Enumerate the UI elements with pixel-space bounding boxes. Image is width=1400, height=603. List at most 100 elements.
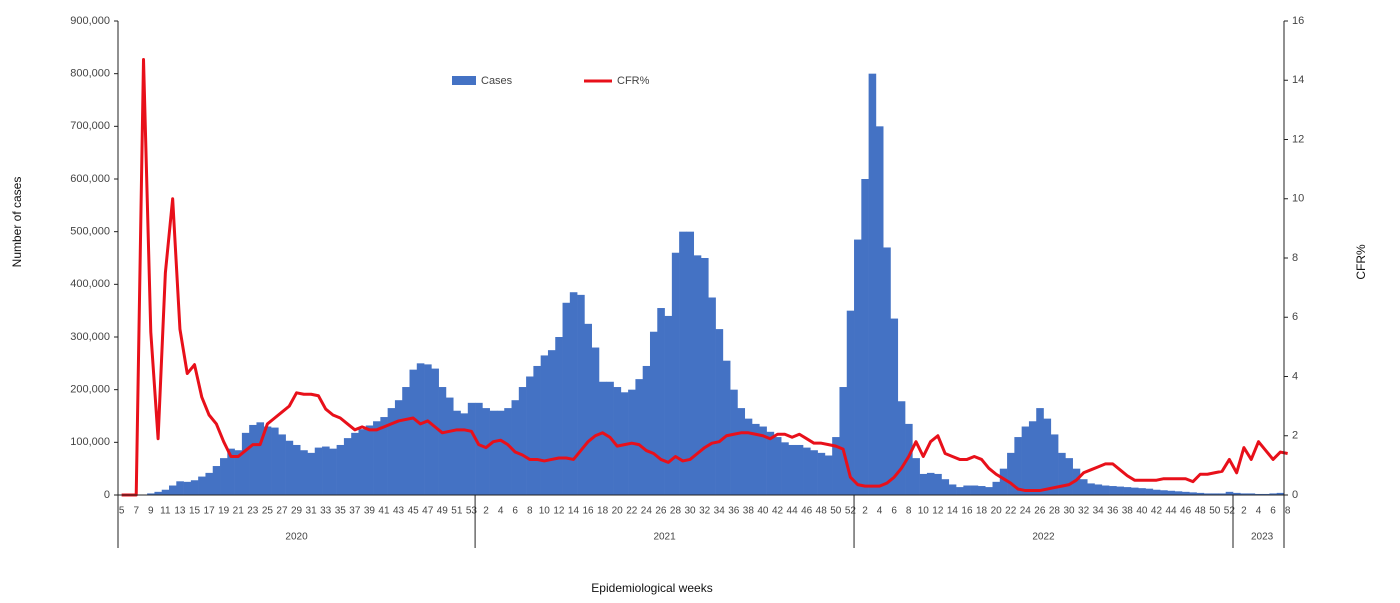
bar [540,355,549,495]
x-tick-label: 32 [699,506,711,517]
x-tick-label: 25 [262,506,274,517]
x-tick-label: 4 [877,506,883,517]
x-tick-label: 8 [527,506,533,517]
bar [861,179,869,495]
x-tick-label: 24 [641,506,653,517]
y-tick-label: 900,000 [70,15,110,27]
bar [496,410,505,495]
x-tick-label: 26 [655,506,667,517]
x-tick-label: 31 [306,506,318,517]
bar [380,417,388,495]
x-tick-label: 52 [1224,506,1236,517]
bar [773,437,782,495]
bar [657,308,665,495]
bar [227,448,235,495]
bar [198,476,206,495]
bar [183,481,192,495]
x-tick-label: 32 [1078,506,1090,517]
bar [453,410,461,495]
x-tick-label: 50 [1209,506,1221,517]
bar [285,440,294,495]
bar [394,400,403,495]
bar [402,387,410,495]
bar [1050,434,1059,495]
bar [1021,426,1030,495]
x-tick-label: 13 [174,506,186,517]
y2-axis-title: CFR% [1354,244,1368,280]
bar [598,381,607,495]
x-tick-label: 16 [582,506,594,517]
bar [358,429,367,495]
y-tick-label: 300,000 [70,331,110,343]
y2-tick-label: 8 [1292,252,1298,264]
bar [424,364,432,495]
bar [1262,493,1270,495]
x-tick-label: 30 [685,506,697,517]
x-tick-label: 2 [862,506,868,517]
bar [416,363,425,495]
x-tick-label: 33 [320,506,332,517]
bar [1145,488,1154,495]
bar [1007,452,1015,495]
x-tick-label: 16 [961,506,973,517]
x-tick-label: 18 [597,506,609,517]
bar [438,387,447,495]
bar [1138,488,1146,495]
x-tick-label: 49 [437,506,449,517]
bar [387,408,396,495]
bar [715,329,724,495]
bar [970,485,979,495]
x-tick-label: 18 [976,506,988,517]
bar [475,402,483,495]
bar [810,450,818,495]
bar [999,468,1008,495]
y-tick-label: 400,000 [70,278,110,290]
x-tick-label: 48 [816,506,828,517]
bar [1101,485,1110,495]
bar [992,481,1001,495]
bar [336,444,345,495]
year-label: 2022 [1032,532,1055,543]
bar [1094,484,1103,495]
x-tick-label: 46 [801,506,813,517]
bar [701,258,709,495]
x-tick-label: 10 [539,506,551,517]
bar [489,410,498,495]
bar [555,337,563,495]
x-tick-label: 14 [947,506,959,517]
cfr-line [121,58,1288,497]
bar [824,455,833,495]
x-tick-label: 10 [918,506,930,517]
bar [1276,492,1285,495]
x-tick-label: 48 [1195,506,1207,517]
bar [533,365,541,495]
bar [1211,493,1219,495]
bar [649,331,658,495]
x-tick-label: 30 [1063,506,1075,517]
bar [795,444,804,495]
x-tick-label: 44 [787,506,799,517]
bar [1203,493,1212,495]
bar [817,452,826,495]
x-tick-label: 2 [483,506,489,517]
bar [693,255,702,495]
x-tick-label: 8 [1285,506,1291,517]
bar [941,479,950,495]
bar [839,387,848,495]
bar [577,294,585,495]
bar [1232,492,1241,495]
x-tick-label: 7 [133,506,139,517]
bar [1181,491,1190,495]
bar [322,446,330,495]
bar [482,408,490,495]
bar [905,423,913,495]
bar [635,379,643,495]
x-tick-label: 28 [670,506,682,517]
bar [1189,492,1197,495]
x-tick-label: 39 [364,506,376,517]
bar [518,387,527,495]
x-tick-label: 5 [119,506,125,517]
x-tick-label: 35 [335,506,347,517]
x-tick-label: 44 [1165,506,1177,517]
